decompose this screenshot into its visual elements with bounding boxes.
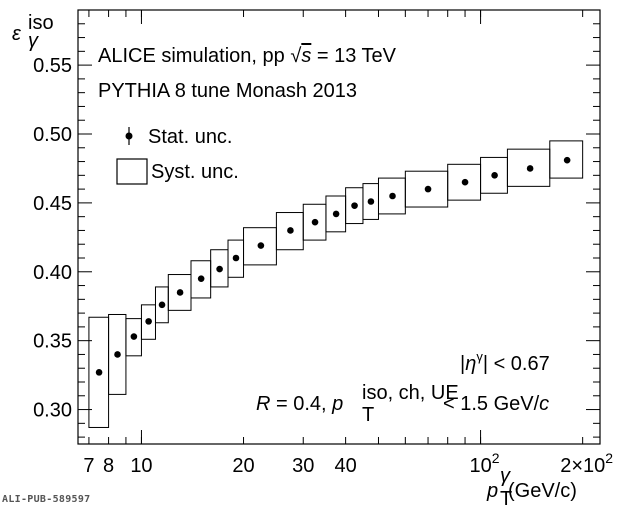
data-point-18	[491, 172, 498, 179]
y-tick-label: 0.50	[33, 124, 72, 146]
x-tick-label: 7	[83, 455, 94, 477]
data-point-11	[311, 218, 319, 226]
plot-frame	[77, 9, 601, 445]
y-tick-label: 0.55	[33, 55, 72, 77]
data-point-17	[461, 178, 469, 186]
annotation-line2: PYTHIA 8 tune Monash 2013	[98, 80, 357, 102]
x-axis-label: p	[486, 480, 498, 502]
syst-box-20	[549, 140, 584, 179]
y-axis-label: ε	[12, 23, 22, 45]
legend-syst-marker	[116, 158, 148, 185]
syst-boxes	[88, 140, 584, 428]
legend-stat-marker	[125, 132, 133, 140]
annotation-eta: |ηγ| < 0.67	[460, 349, 550, 375]
annotation-line1: ALICE simulation, pp √s = 13 TeV	[98, 45, 397, 67]
y-tick-label: 0.40	[33, 262, 72, 284]
data-points	[95, 156, 571, 376]
annotation-cut-sup: iso, ch, UE	[362, 382, 459, 404]
x-tick-label: 8	[103, 455, 114, 477]
data-point-15	[389, 192, 396, 200]
y-axis: 0.30 0.35 0.40 0.45 0.50 0.55	[33, 23, 600, 438]
x-axis-label-unit: (GeV/c)	[508, 480, 577, 502]
x-tick-label: 10	[130, 455, 152, 477]
data-point-10	[287, 227, 294, 234]
data-point-13	[351, 202, 358, 209]
data-point-0	[95, 369, 103, 376]
x-tick-label: 20	[232, 455, 254, 477]
data-point-5	[176, 289, 184, 296]
publication-id: ALI-PUB-589597	[2, 494, 91, 505]
data-point-12	[332, 210, 340, 218]
data-point-8	[232, 254, 240, 262]
data-point-4	[158, 301, 166, 309]
data-point-2	[130, 333, 138, 340]
annotation-cut-tail: < 1.5 GeV/c	[443, 393, 549, 415]
legend: Stat. unc. Syst. unc.	[116, 126, 239, 185]
x-tick-label: 2×102	[560, 450, 613, 477]
x-tick-label: 30	[292, 455, 314, 477]
y-tick-label: 0.30	[33, 400, 72, 422]
legend-stat-label: Stat. unc.	[148, 126, 233, 148]
x-axis-label-sup: γ	[500, 465, 511, 487]
x-axis-label-sub: T	[500, 488, 512, 510]
data-point-6	[197, 275, 205, 282]
data-point-3	[145, 318, 152, 325]
x-axis: 7 8 10 20 30 40 102 2×102	[83, 10, 613, 477]
data-point-9	[257, 242, 265, 249]
legend-syst-label: Syst. unc.	[151, 161, 239, 183]
annotation-cut: R = 0.4, p	[256, 393, 343, 415]
y-tick-label: 0.35	[33, 331, 72, 353]
y-axis-label-sup: iso	[28, 12, 54, 34]
data-point-1	[114, 351, 121, 358]
annotation-cut-sub: T	[362, 404, 374, 426]
y-tick-label: 0.45	[33, 193, 72, 215]
y-axis-label-sub: γ	[28, 30, 39, 52]
data-point-20	[563, 156, 571, 164]
x-tick-label: 40	[334, 455, 356, 477]
data-point-7	[216, 265, 223, 273]
data-point-19	[526, 165, 534, 172]
data-point-16	[424, 185, 432, 193]
data-point-14	[367, 198, 375, 205]
x-tick-label: 102	[470, 450, 500, 477]
